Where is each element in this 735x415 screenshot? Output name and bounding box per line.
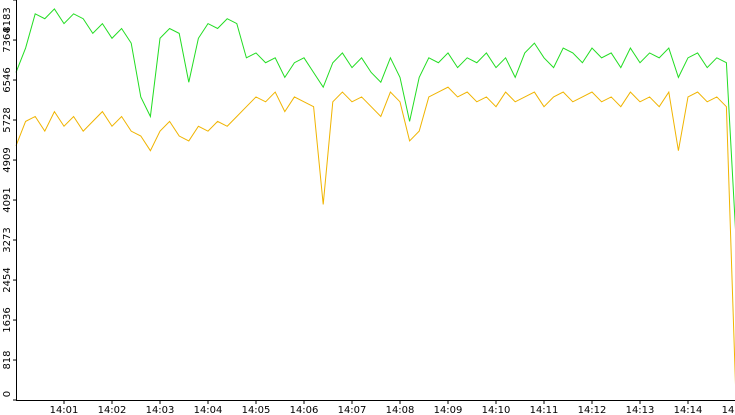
- series-line: [15, 8, 735, 230]
- series-line: [15, 86, 735, 385]
- x-tick-label: 14:09: [434, 405, 463, 415]
- x-tick-label: 14:11: [530, 405, 559, 415]
- y-tick-label: 818: [2, 350, 13, 369]
- y-tick-label: 4091: [2, 187, 13, 212]
- x-tick-label: 14:15: [722, 405, 735, 415]
- x-tick-label: 14:10: [482, 405, 511, 415]
- y-tick-label: 5728: [2, 107, 13, 132]
- x-tick-label: 14:05: [242, 405, 271, 415]
- x-tick-label: 14:08: [386, 405, 415, 415]
- x-tick-label: 14:04: [194, 405, 223, 415]
- x-tick-label: 14:14: [674, 405, 703, 415]
- y-tick-label: 0: [2, 391, 13, 397]
- x-tick-label: 14:12: [578, 405, 607, 415]
- y-tick-label: 6546: [2, 67, 13, 92]
- y-tick-label: 7364: [2, 27, 13, 52]
- y-tick-label: 2454: [2, 267, 13, 292]
- y-tick-label: 8183: [2, 7, 13, 32]
- x-tick-label: 14:01: [50, 405, 79, 415]
- y-tick-label: 1636: [2, 307, 13, 332]
- y-tick-label: 3273: [2, 227, 13, 252]
- x-tick-label: 14:07: [338, 405, 367, 415]
- x-tick-label: 14:06: [290, 405, 319, 415]
- x-tick-label: 14:02: [98, 405, 127, 415]
- y-tick-label: 4909: [2, 147, 13, 172]
- x-tick-label: 14:13: [626, 405, 655, 415]
- x-tick-label: 14:03: [146, 405, 175, 415]
